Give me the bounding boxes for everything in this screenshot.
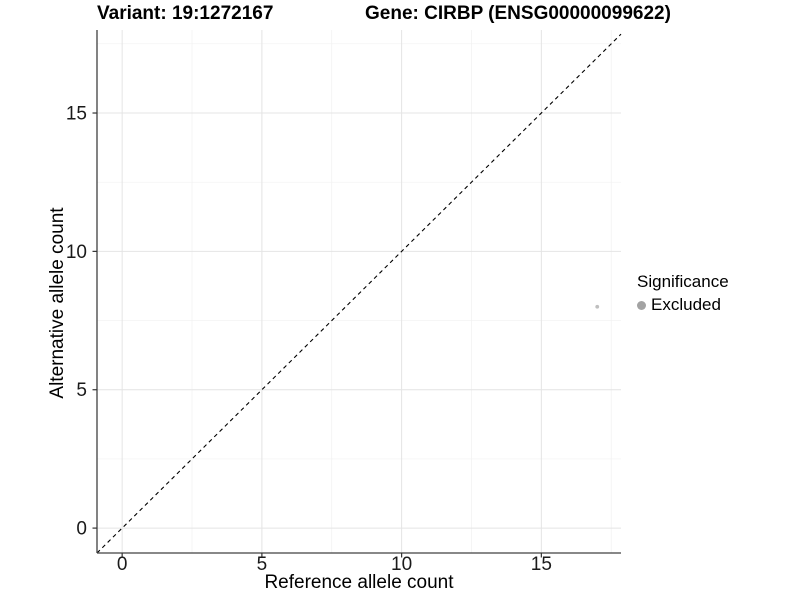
plot-title-gene: Gene: CIRBP (ENSG00000099622) — [365, 3, 671, 24]
data-point — [595, 304, 600, 309]
legend-item-label: Excluded — [651, 295, 721, 314]
y-tick-label: 0 — [76, 519, 87, 540]
x-tick-label: 0 — [117, 554, 128, 575]
x-tick-label: 10 — [391, 554, 412, 575]
y-tick-label: 15 — [66, 104, 87, 125]
x-axis-label: Reference allele count — [264, 572, 454, 593]
x-tick-label: 15 — [531, 554, 552, 575]
identity-dashed-line — [96, 33, 622, 554]
legend-item-excluded: Excluded — [637, 295, 729, 315]
plot-title-variant: Variant: 19:1272167 — [97, 3, 274, 24]
legend-title: Significance — [637, 272, 729, 291]
y-tick-label: 5 — [76, 380, 87, 401]
legend: Significance Excluded — [637, 272, 729, 315]
y-axis-label: Alternative allele count — [47, 207, 68, 399]
x-tick-label: 5 — [257, 554, 268, 575]
y-tick-label: 10 — [66, 242, 87, 263]
legend-point-icon — [637, 300, 646, 310]
